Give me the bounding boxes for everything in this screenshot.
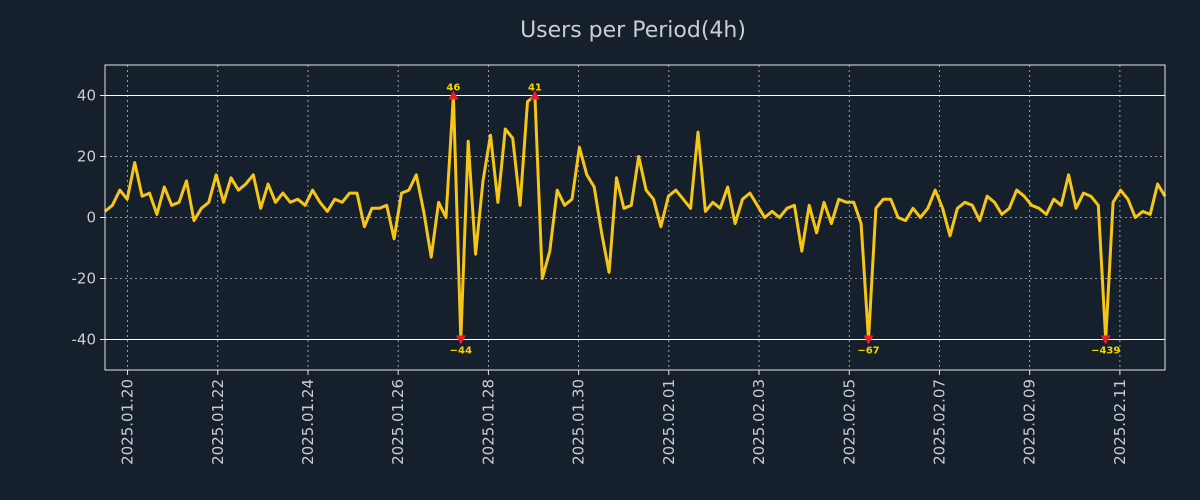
- x-tick-label: 2025.01.28: [479, 379, 497, 465]
- trough-label: −44: [450, 346, 472, 357]
- x-tick-label: 2025.01.30: [570, 379, 588, 465]
- trough-label: −67: [857, 346, 879, 357]
- y-tick-label: 40: [77, 87, 96, 105]
- trough-marker: [863, 335, 874, 345]
- peak-label: 46: [446, 83, 460, 94]
- y-tick-label: 20: [77, 148, 96, 166]
- reference-lines: [105, 95, 1165, 340]
- y-tick-label: -20: [72, 270, 97, 288]
- y-tick-label: 0: [86, 209, 96, 227]
- chart-title: Users per Period(4h): [520, 18, 746, 43]
- x-tick-label: 2025.01.24: [299, 379, 317, 465]
- x-tick-label: 2025.01.26: [389, 379, 407, 465]
- x-tick-label: 2025.02.01: [660, 379, 678, 465]
- trough-label: −439: [1091, 346, 1120, 357]
- series-line-users: [104, 94, 1167, 341]
- trough-marker: [455, 335, 466, 345]
- x-tick-label: 2025.01.22: [209, 379, 227, 465]
- annotation-layer: 46 41 −44 −67 −439: [446, 83, 1120, 357]
- x-tick-label: 2025.02.07: [930, 379, 948, 465]
- peak-label: 41: [528, 83, 542, 94]
- x-tick-label: 2025.02.09: [1021, 379, 1039, 465]
- x-tick-label: 2025.02.05: [840, 379, 858, 465]
- x-tick-label: 2025.02.11: [1111, 379, 1129, 465]
- peak-marker: [448, 90, 459, 100]
- x-axis: 2025.01.20 2025.01.22 2025.01.24 2025.01.26…: [119, 370, 1129, 465]
- trough-marker: [1100, 335, 1111, 345]
- x-tick-label: 2025.01.20: [119, 379, 137, 465]
- peak-marker: [529, 90, 540, 100]
- y-tick-label: -40: [72, 331, 97, 349]
- y-axis: -40 -20 0 20 40: [72, 87, 105, 349]
- x-tick-label: 2025.02.03: [750, 379, 768, 465]
- series-layer: [104, 94, 1167, 341]
- grid-lines: [105, 65, 1165, 370]
